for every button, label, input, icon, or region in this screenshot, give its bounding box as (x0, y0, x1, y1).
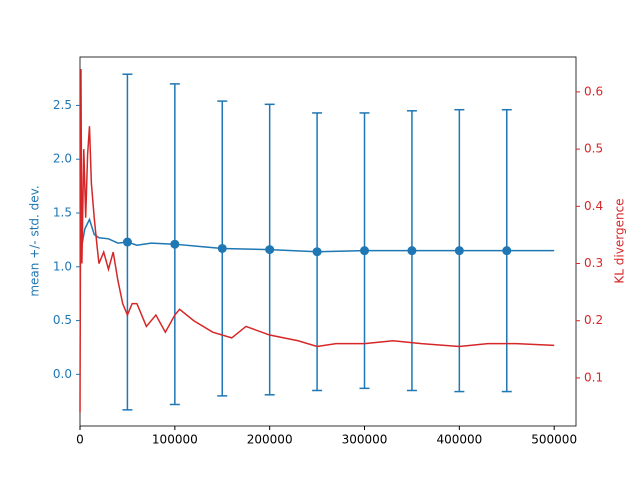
y-tick-label: 1.5 (53, 205, 72, 219)
y2-tick-label: 0.1 (584, 370, 603, 384)
y-axis-label: mean +/- std. dev. (28, 185, 42, 296)
x-tick-label: 500000 (531, 433, 577, 447)
x-tick-label: 400000 (436, 433, 482, 447)
x-tick-label: 100000 (152, 433, 198, 447)
plot-frame (79, 56, 577, 427)
y-tick-label: 1.0 (53, 259, 72, 273)
x-tick-label: 0 (76, 433, 84, 447)
y2-axis-label: KL divergence (613, 198, 627, 283)
y2-tick-label: 0.5 (584, 142, 603, 156)
y-tick-label: 2.0 (53, 152, 72, 166)
y2-tick-label: 0.3 (584, 256, 603, 270)
line (81, 217, 555, 253)
y2-tick-label: 0.4 (584, 199, 603, 213)
line (79, 69, 555, 413)
x-tick-label: 200000 (247, 433, 293, 447)
y2-tick-label: 0.2 (584, 313, 603, 327)
y-tick-label: 0.5 (53, 313, 72, 327)
y-tick-label: 2.5 (53, 98, 72, 112)
x-tick-label: 300000 (342, 433, 388, 447)
y2-tick-label: 0.6 (584, 84, 603, 98)
y-tick-label: 0.0 (53, 367, 72, 381)
